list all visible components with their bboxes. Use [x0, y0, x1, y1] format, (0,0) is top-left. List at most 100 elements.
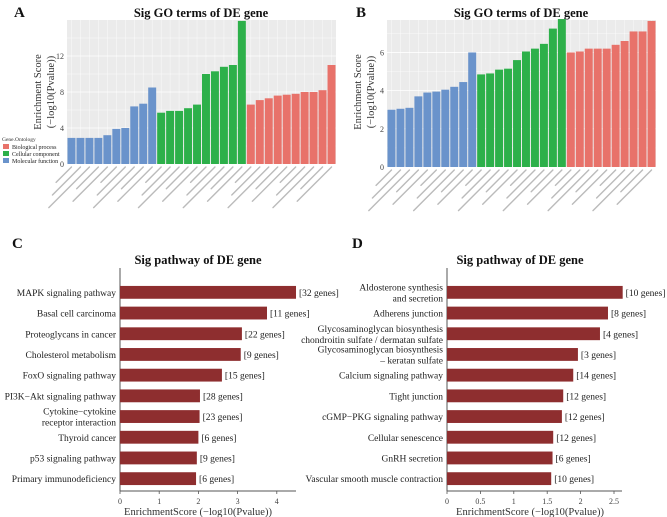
pathway-bar — [447, 389, 564, 403]
y-tick-label: 6 — [380, 48, 384, 57]
x-tick-label-illegible — [48, 166, 91, 209]
bar-molecular-function — [450, 86, 459, 167]
bar-cellular-component — [495, 69, 504, 167]
pathway-bar — [120, 389, 200, 403]
gene-count-label: [14 genes] — [576, 372, 616, 382]
x-tick-label: 4 — [275, 497, 279, 506]
x-tick-label: 1 — [157, 497, 161, 506]
x-tick-label-illegible — [234, 166, 252, 184]
pathway-label: cGMP−PKG signaling pathway — [322, 413, 443, 423]
x-tick-label-illegible — [530, 169, 554, 193]
bar-biological-process — [647, 20, 656, 168]
y-axis-label-a: Enrichment Score (−log10(Pvalue)) — [33, 54, 57, 130]
panel-letter-d: D — [352, 236, 363, 252]
gene-count-label: [32 genes] — [299, 289, 339, 299]
gene-count-label: [11 genes] — [270, 310, 309, 320]
gene-count-label: [12 genes] — [566, 392, 606, 402]
bar-biological-process — [318, 90, 327, 164]
chart-title-a: Sig GO terms of DE gene — [134, 6, 269, 20]
pathway-label: p53 signaling pathway — [30, 454, 116, 464]
panel-b: B Sig GO terms of DE gene Enrichment Sco… — [353, 5, 656, 212]
x-tick-label-illegible — [554, 169, 572, 187]
gene-count-label: [6 genes] — [556, 454, 591, 464]
bar-biological-process — [566, 52, 575, 167]
bar-molecular-function — [414, 96, 423, 167]
bar-cellular-component — [157, 112, 166, 164]
pathway-label: Calcium signaling pathway — [339, 372, 443, 382]
pathway-label: Thyroid cancer — [58, 434, 117, 444]
panel-c: C Sig pathway of DE gene EnrichmentScore… — [5, 236, 339, 517]
gene-count-label: [23 genes] — [203, 413, 243, 423]
gene-count-label: [22 genes] — [245, 330, 285, 340]
pathway-label: Adherens junction — [373, 310, 443, 320]
bar-biological-process — [584, 48, 593, 167]
x-tick-label-illegible — [231, 166, 261, 196]
bar-biological-process — [620, 41, 629, 167]
x-tick-label-illegible — [575, 169, 599, 193]
pathway-label: Vascular smooth muscle contraction — [306, 475, 444, 485]
bar-cellular-component — [557, 19, 566, 167]
gene-count-label: [15 genes] — [225, 372, 265, 382]
x-tick-label-illegible — [571, 169, 608, 206]
x-tick-label-illegible — [457, 169, 500, 212]
x-tick-label-illegible — [279, 166, 297, 184]
bar-cellular-component — [193, 104, 201, 164]
x-tick-label-illegible — [186, 166, 216, 196]
y-axis-label-line-2: (−log10(Pvalue)) — [46, 55, 57, 128]
x-tick-label-illegible — [592, 169, 635, 212]
bar-biological-process — [309, 92, 318, 164]
x-tick-label-illegible — [117, 166, 153, 203]
gene-count-label: [6 genes] — [199, 475, 234, 485]
pathway-label: Basal cell carcinoma — [37, 310, 117, 320]
legend: Gene.Ontology Biological process Cellula… — [2, 137, 60, 165]
bar-cellular-component — [539, 43, 548, 168]
x-tick-label-illegible — [420, 169, 438, 187]
bar-biological-process — [246, 104, 255, 164]
x-tick-label-illegible — [412, 169, 455, 212]
y-tick-label: 4 — [60, 124, 64, 133]
gene-count-label: [6 genes] — [201, 434, 236, 444]
x-tick-label-illegible — [551, 169, 581, 199]
gene-count-label: [3 genes] — [581, 351, 616, 361]
y-axis-label-line-1: Enrichment Score — [353, 54, 364, 130]
bar-molecular-function — [387, 109, 396, 167]
bar-cellular-component — [522, 51, 530, 167]
x-tick-label-illegible — [371, 169, 402, 199]
pathway-bar — [120, 306, 267, 320]
bar-molecular-function — [130, 106, 139, 164]
x-tick-label-illegible — [461, 169, 491, 199]
bar-cellular-component — [210, 71, 219, 164]
chart-title-b: Sig GO terms of DE gene — [454, 6, 589, 20]
pathway-bar — [447, 410, 562, 423]
x-tick-label-illegible — [206, 166, 243, 203]
pathway-bar — [120, 327, 242, 341]
gene-count-label: [10 genes] — [626, 289, 666, 299]
x-tick-label-illegible — [96, 166, 126, 196]
x-tick-label-illegible — [92, 166, 135, 209]
x-tick-label-illegible — [296, 166, 333, 203]
bar-biological-process — [629, 31, 638, 168]
x-tick-label-illegible — [547, 169, 590, 212]
bar-cellular-component — [486, 73, 495, 167]
pathway-bar — [120, 348, 241, 361]
gene-count-label: [12 genes] — [565, 413, 605, 423]
gene-count-label: [9 genes] — [244, 351, 279, 361]
bar-molecular-function — [76, 137, 85, 164]
pathway-label: Glycosaminoglycan biosynthesis — [318, 345, 444, 355]
x-tick-label: 3 — [236, 497, 240, 506]
legend-swatch-biological-process — [3, 144, 9, 149]
bar-molecular-function — [432, 91, 441, 167]
bar-biological-process — [602, 48, 611, 167]
x-tick-label-illegible — [251, 166, 288, 203]
bar-molecular-function — [85, 137, 94, 164]
bar-cellular-component — [228, 65, 237, 164]
bar-cellular-component — [530, 48, 539, 167]
x-tick-label-illegible — [368, 169, 411, 212]
bar-biological-process — [291, 93, 300, 164]
bar-molecular-function — [423, 92, 432, 167]
chart-title-c: Sig pathway of DE gene — [134, 253, 262, 267]
pathway-bar — [120, 368, 222, 382]
chart-title-d: Sig pathway of DE gene — [456, 253, 584, 267]
panel-letter-a: A — [14, 5, 25, 21]
x-tick-label-illegible — [255, 166, 279, 190]
